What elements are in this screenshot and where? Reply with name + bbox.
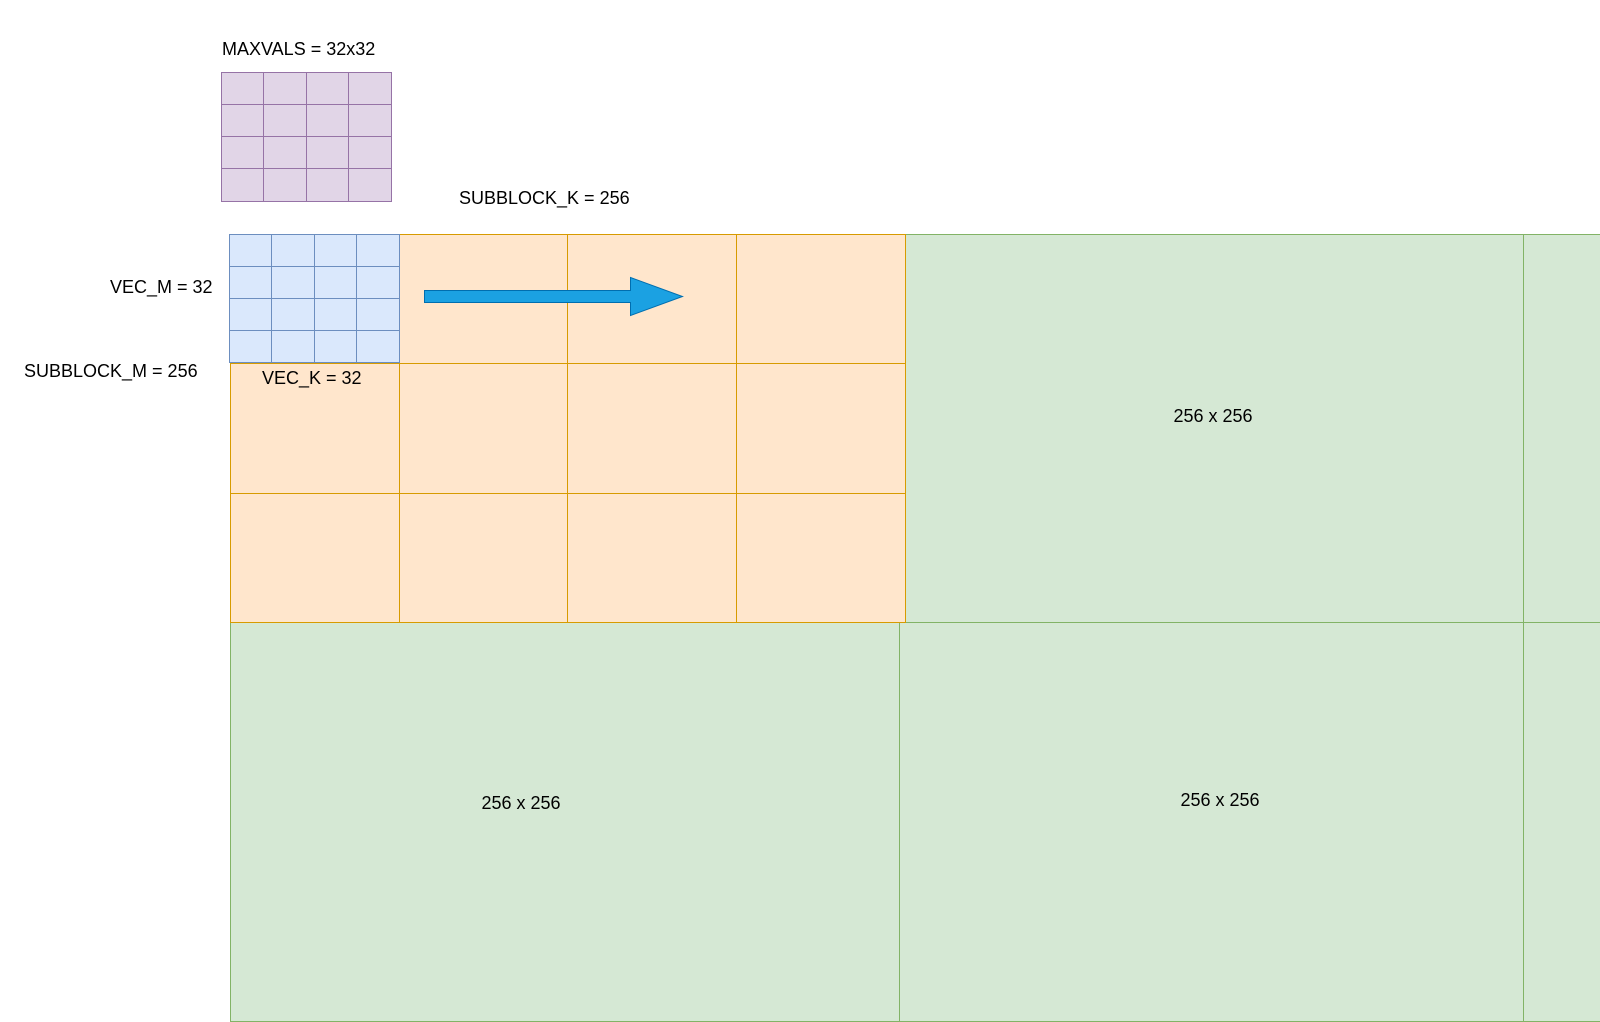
arrow-right-icon	[424, 276, 684, 317]
maxvals-grid	[221, 72, 392, 202]
subblock-m-label: SUBBLOCK_M = 256	[24, 361, 198, 381]
green-block-top-far-right	[1523, 234, 1600, 623]
green-block-top-right	[904, 234, 1524, 623]
green-block-bottom-right	[899, 622, 1524, 1022]
block-size-label-bottom-right: 256 x 256	[1180, 790, 1260, 810]
vec-k-label: VEC_K = 32	[262, 368, 362, 388]
vec-grid	[229, 234, 400, 363]
block-size-label-bottom-left: 256 x 256	[481, 793, 561, 813]
green-block-bottom-left	[230, 622, 900, 1022]
block-size-label-top-right: 256 x 256	[1173, 406, 1253, 426]
subblock-k-label: SUBBLOCK_K = 256	[459, 188, 630, 208]
green-block-bottom-far-right	[1523, 622, 1600, 1022]
maxvals-label: MAXVALS = 32x32	[222, 39, 376, 59]
vec-m-label: VEC_M = 32	[110, 277, 213, 297]
